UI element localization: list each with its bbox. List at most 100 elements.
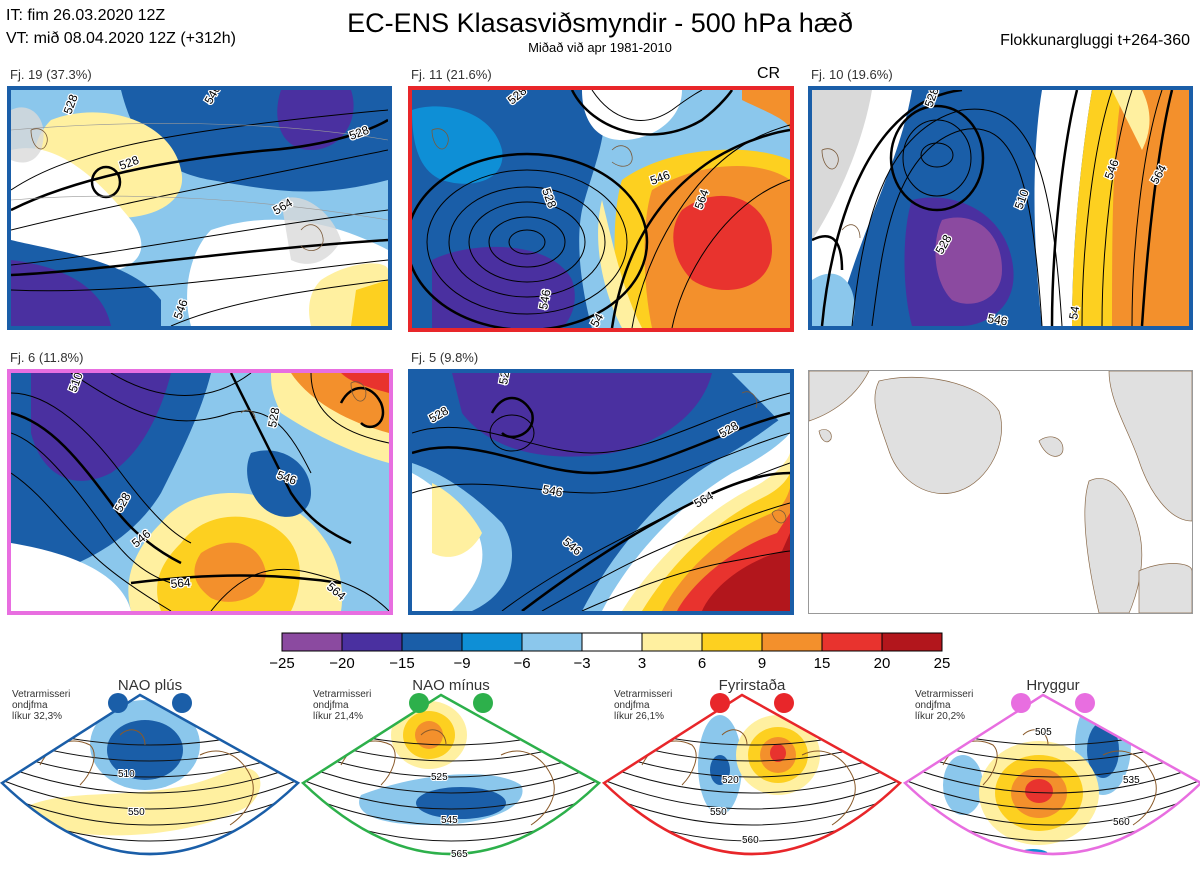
regime-title: NAO plús — [117, 677, 183, 694]
valid-time: VT: mið 08.04.2020 12Z (+312h) — [6, 30, 236, 47]
colorbar-swatch — [701, 632, 763, 652]
colorbar-tick-label: −15 — [389, 655, 415, 672]
colorbar-tick-label: 6 — [697, 655, 707, 672]
colorbar — [280, 632, 944, 657]
colorbar-swatch — [461, 632, 523, 652]
regime-contour-label: 560 — [1113, 817, 1130, 828]
colorbar-swatch — [821, 632, 883, 652]
regime-contour-label: 550 — [128, 807, 145, 818]
panel-label: Fj. 10 (19.6%) — [811, 67, 893, 82]
regime-contour-label: 525 — [431, 772, 448, 783]
colorbar-tick-label: −9 — [453, 655, 471, 672]
colorbar-swatch — [521, 632, 583, 652]
regime-schematic: 525 545 565 NAO mínus Vetrarmisseri ondjfma lí… — [301, 675, 601, 871]
panel-label: Fj. 6 (11.8%) — [10, 350, 84, 365]
colorbar-tick-label: −25 — [269, 655, 295, 672]
contour-label: 546 — [986, 311, 1008, 326]
cluster-map-fj6: 510 528 546 564 546 564 528 — [7, 369, 393, 615]
regime-schematics: 510 550 NAO plús Vetrarmisseri ondjfma líkur … — [0, 675, 1200, 871]
regime-note-line: líkur 20,2% — [915, 711, 966, 722]
contour-label: 546 — [536, 288, 553, 310]
colorbar-swatch — [761, 632, 823, 652]
regime-note: Vetrarmisseri ondjfma líkur 32,3% — [12, 689, 70, 722]
regime-title: Hryggur — [1026, 677, 1080, 694]
cluster-map-fj19: 528 546 528 546 564 528 — [7, 86, 392, 330]
colorbar-tick-label: 20 — [873, 655, 891, 672]
initial-time: IT: fim 26.03.2020 12Z — [6, 7, 166, 24]
regime-note: Vetrarmisseri ondjfma líkur 20,2% — [915, 689, 973, 722]
panel-tag: CR — [757, 65, 781, 82]
regime-marker — [774, 693, 794, 713]
regime-note-line: Vetrarmisseri — [915, 689, 974, 700]
colorbar-tick-label: −6 — [513, 655, 531, 672]
regime-note-line: Vetrarmisseri — [12, 689, 71, 700]
regime-fan: 510 550 — [0, 693, 300, 856]
regime-contour-label: 535 — [1123, 775, 1140, 786]
contour-label: 564 — [170, 575, 191, 591]
contour-label: 546 — [1102, 157, 1122, 181]
colorbar-tick-label: −20 — [329, 655, 355, 672]
regime-note-line: ondjfma — [12, 700, 48, 711]
colorbar-swatch — [341, 632, 403, 652]
classification-window: Flokkunargluggi t+264-360 — [1000, 32, 1190, 49]
colorbar-swatch — [581, 632, 643, 652]
page-subtitle: Miðað við apr 1981-2010 — [528, 40, 672, 55]
colorbar-swatch — [401, 632, 463, 652]
reference-map — [808, 370, 1193, 614]
regime-contour-label: 545 — [441, 815, 458, 826]
regime-fan: 505 535 560 — [903, 693, 1200, 856]
contour-label: 54 — [1066, 305, 1082, 321]
regime-contour-label: 520 — [722, 775, 739, 786]
contour-label: 546 — [541, 482, 563, 499]
regime-marker — [409, 693, 429, 713]
colorbar-ticks: −25 −20 −15 −9 −6 −3 3 6 9 15 20 25 — [269, 655, 950, 675]
regime-note: Vetrarmisseri ondjfma líkur 26,1% — [614, 689, 672, 722]
regime-title: Fyrirstaða — [718, 677, 786, 694]
regime-contour-label: 560 — [742, 835, 759, 846]
contour-label: 528 — [265, 406, 282, 428]
regime-contour-label: 510 — [118, 769, 135, 780]
cluster-map-fj11: 528 528 546 564 546 54 — [408, 86, 794, 332]
page-title: EC-ENS Klasasviðsmyndir - 500 hPa hæð — [347, 8, 853, 38]
regime-schematic: 520 550 560 Fyrirstaða Vetrarmisseri ondjfma l… — [602, 675, 902, 871]
panel-label: Fj. 5 (9.8%) — [411, 350, 479, 365]
regime-note: Vetrarmisseri ondjfma líkur 21,4% — [313, 689, 371, 722]
regime-schematic: 510 550 NAO plús Vetrarmisseri ondjfma líkur … — [0, 675, 300, 871]
regime-marker — [108, 693, 128, 713]
colorbar-tick-label: 3 — [637, 655, 647, 672]
regime-fan: 520 550 560 — [602, 693, 902, 856]
regime-marker — [1011, 693, 1031, 713]
panel-label: Fj. 11 (21.6%) — [411, 67, 492, 82]
regime-contour-label: 565 — [451, 849, 468, 860]
regime-contour-label: 505 — [1035, 727, 1052, 738]
cluster-map-fj5: 528 528 546 564 528 546 — [408, 369, 794, 615]
regime-note-line: ondjfma — [313, 700, 349, 711]
regime-marker — [473, 693, 493, 713]
regime-note-line: líkur 21,4% — [313, 711, 364, 722]
regime-contour-label: 550 — [710, 807, 727, 818]
regime-note-line: ondjfma — [614, 700, 650, 711]
colorbar-tick-label: 15 — [813, 655, 831, 672]
panel-label: Fj. 19 (37.3%) — [10, 67, 92, 82]
regime-marker — [710, 693, 730, 713]
colorbar-swatch — [641, 632, 703, 652]
colorbar-swatch — [281, 632, 343, 652]
regime-schematic: 505 535 560 Hryggur Vetrarmisseri ondjfma líku… — [903, 675, 1200, 871]
regime-note-line: Vetrarmisseri — [614, 689, 673, 700]
regime-note-line: Vetrarmisseri — [313, 689, 372, 700]
colorbar-tick-label: −3 — [573, 655, 591, 672]
contour-label: 528 — [496, 373, 513, 386]
regime-note-line: líkur 26,1% — [614, 711, 665, 722]
colorbar-tick-label: 25 — [933, 655, 951, 672]
regime-note-line: ondjfma — [915, 700, 951, 711]
colorbar-tick-label: 9 — [757, 655, 767, 672]
regime-fan: 525 545 565 — [301, 693, 601, 861]
regime-marker — [1075, 693, 1095, 713]
contour-label: 528 — [117, 153, 141, 173]
colorbar-swatches — [281, 632, 943, 652]
colorbar-swatch — [881, 632, 943, 652]
regime-marker — [172, 693, 192, 713]
cluster-map-fj10: 528 510 528 546 564 546 54 — [808, 86, 1193, 330]
regime-note-line: líkur 32,3% — [12, 711, 63, 722]
regime-title: NAO mínus — [412, 677, 490, 694]
